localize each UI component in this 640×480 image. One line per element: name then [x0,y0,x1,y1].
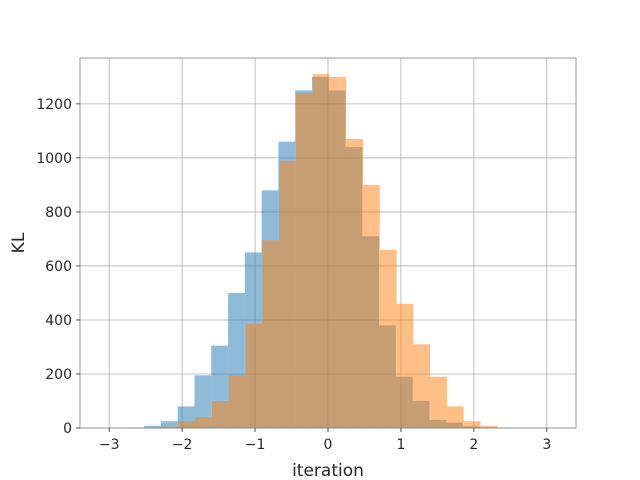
x-tick-label: 0 [324,437,333,453]
histogram-bar [363,184,380,428]
histogram-bar [245,324,263,428]
histogram-bar [212,400,229,428]
x-tick-label: −2 [172,437,193,453]
x-tick-label: −1 [245,437,266,453]
histogram-bar [346,139,364,428]
histogram-bar [228,375,246,428]
histogram-bar [262,240,280,428]
x-axis-label: iteration [292,461,364,480]
x-tick-label: 3 [542,437,551,453]
x-tick-label: 2 [469,437,478,453]
histogram-series-2 [161,74,498,429]
histogram-bar [194,375,212,428]
histogram-bar [480,425,498,428]
axis-ticks: −3 −2 −1 0 1 2 3 0 200 400 600 800 1000 1200 [36,97,551,453]
histogram-bar [144,425,161,428]
histogram-bar [279,160,296,428]
y-tick-label: 200 [45,367,72,383]
histogram-bars [127,74,498,429]
histogram-bar [413,344,431,428]
y-axis-label: KL [9,232,29,253]
y-tick-label: 400 [45,313,72,329]
histogram-bar [178,421,196,428]
histogram-bar [446,406,464,428]
histogram-bar [195,417,213,428]
histogram-bar [329,76,347,429]
y-tick-label: 0 [63,421,72,437]
histogram-bar [295,93,313,428]
histogram-bar [312,74,330,428]
x-tick-label: −3 [99,437,120,453]
y-tick-label: 600 [45,259,72,275]
histogram-bar [463,421,481,428]
histogram-bar [396,303,414,428]
histogram-bar [430,376,447,428]
x-tick-label: 1 [396,437,405,453]
histogram-bar [379,249,397,428]
y-tick-label: 800 [45,205,72,221]
histogram-bar [160,421,178,428]
y-tick-label: 1000 [36,151,72,167]
y-tick-label: 1200 [36,97,72,113]
histogram-bar [161,426,179,428]
